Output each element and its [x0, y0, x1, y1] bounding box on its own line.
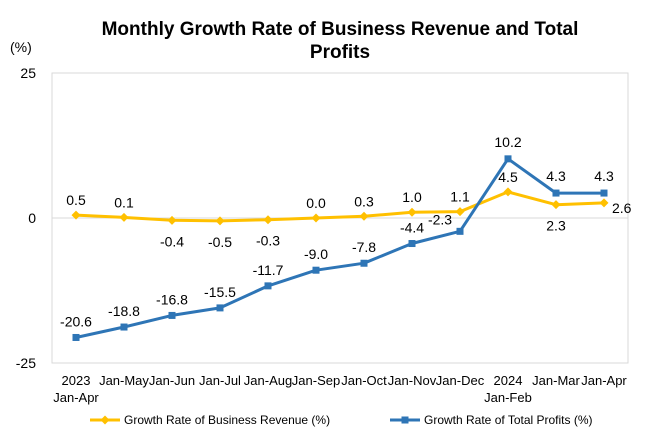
x-tick-label: Jan-Jul [199, 373, 241, 388]
revenue-data-label: 0.0 [306, 195, 326, 211]
x-tick-label: Jan-Oct [341, 373, 387, 388]
x-tick-label: Jan-Mar [532, 373, 580, 388]
series-1-point [552, 189, 560, 197]
series-1-point [408, 240, 416, 248]
series-0-point [215, 216, 225, 226]
y-axis-label: (%) [10, 39, 32, 55]
chart-title-line-2: Profits [310, 42, 370, 63]
legend-label-0: Growth Rate of Business Revenue (%) [124, 413, 330, 427]
x-tick-label: Jan-Feb [484, 390, 532, 405]
series-0-point [71, 210, 81, 220]
revenue-data-label: -0.5 [208, 234, 232, 250]
y-tick-label: -25 [16, 355, 36, 371]
series-1-point [72, 333, 80, 341]
series-layer [71, 155, 609, 341]
profits-data-label: 10.2 [494, 134, 521, 150]
series-0-point [551, 200, 561, 210]
profits-data-label: 4.3 [546, 168, 566, 184]
series-1-point [120, 323, 128, 331]
data-labels: 0.5 0.1 -0.4 -0.5 -0.3 0.0 0.3 1.0 1.1 4.5 2.3 2.6 -… [60, 134, 632, 330]
series-1-point [264, 282, 272, 290]
profits-data-label: -20.6 [60, 313, 92, 329]
legend-marker-1 [401, 416, 409, 424]
x-tick-label: Jan-Sep [292, 373, 340, 388]
x-tick-label: Jan-Jun [149, 373, 195, 388]
x-tick-label: 2024 [494, 373, 523, 388]
series-0-point [359, 211, 369, 221]
x-tick-label: Jan-Aug [244, 373, 292, 388]
x-tick-label: Jan-Dec [436, 373, 485, 388]
series-0-point [311, 213, 321, 223]
revenue-data-label: -0.4 [160, 233, 184, 249]
profits-data-label: -2.3 [428, 211, 452, 227]
series-1-point [600, 189, 608, 197]
series-0-point [503, 187, 513, 197]
series-0-point [119, 212, 129, 222]
series-1-point [216, 304, 224, 312]
profits-data-label: 4.3 [594, 168, 614, 184]
x-tick-label: 2023 [62, 373, 91, 388]
revenue-data-label: 4.5 [498, 169, 518, 185]
series-1-point [168, 311, 176, 319]
profits-data-label: -16.8 [156, 291, 188, 307]
revenue-data-label: 2.6 [612, 200, 632, 216]
revenue-data-label: 0.1 [114, 194, 134, 210]
legend-marker-0 [100, 415, 110, 425]
series-0-point [167, 215, 177, 225]
y-tick-label: 25 [20, 65, 36, 81]
x-tick-label: Jan-May [99, 373, 149, 388]
revenue-data-label: 0.3 [354, 193, 374, 209]
series-line-0 [75, 190, 605, 223]
profits-data-label: -4.4 [400, 220, 424, 236]
profits-data-label: -18.8 [108, 303, 140, 319]
series-1-point [360, 259, 368, 267]
series-0-point [407, 207, 417, 217]
series-1-point [312, 266, 320, 274]
series-line-1 [75, 157, 604, 339]
series-0-point [599, 198, 609, 208]
profits-data-label: -9.0 [304, 246, 328, 262]
profits-data-label: -11.7 [253, 262, 284, 278]
chart-title-line-1: Monthly Growth Rate of Business Revenue … [102, 19, 579, 40]
series-1-point [504, 155, 512, 163]
profits-data-label: -15.5 [204, 284, 236, 300]
x-tick-label: Jan-Nov [388, 373, 437, 388]
series-0-point [455, 207, 465, 217]
profits-data-label: -7.8 [352, 239, 376, 255]
revenue-data-label: -0.3 [256, 233, 280, 249]
x-tick-label: Jan-Apr [581, 373, 627, 388]
revenue-data-label: 2.3 [546, 218, 566, 234]
revenue-data-label: 1.1 [450, 189, 470, 205]
series-1-point [456, 227, 464, 235]
series-0-point [263, 215, 273, 225]
revenue-data-label: 0.5 [66, 192, 86, 208]
legend-label-1: Growth Rate of Total Profits (%) [424, 413, 593, 427]
revenue-data-label: 1.0 [402, 189, 422, 205]
legend: Growth Rate of Business Revenue (%) Growt… [90, 413, 593, 427]
y-tick-label: 0 [28, 210, 36, 226]
x-tick-label: Jan-Apr [53, 390, 99, 405]
